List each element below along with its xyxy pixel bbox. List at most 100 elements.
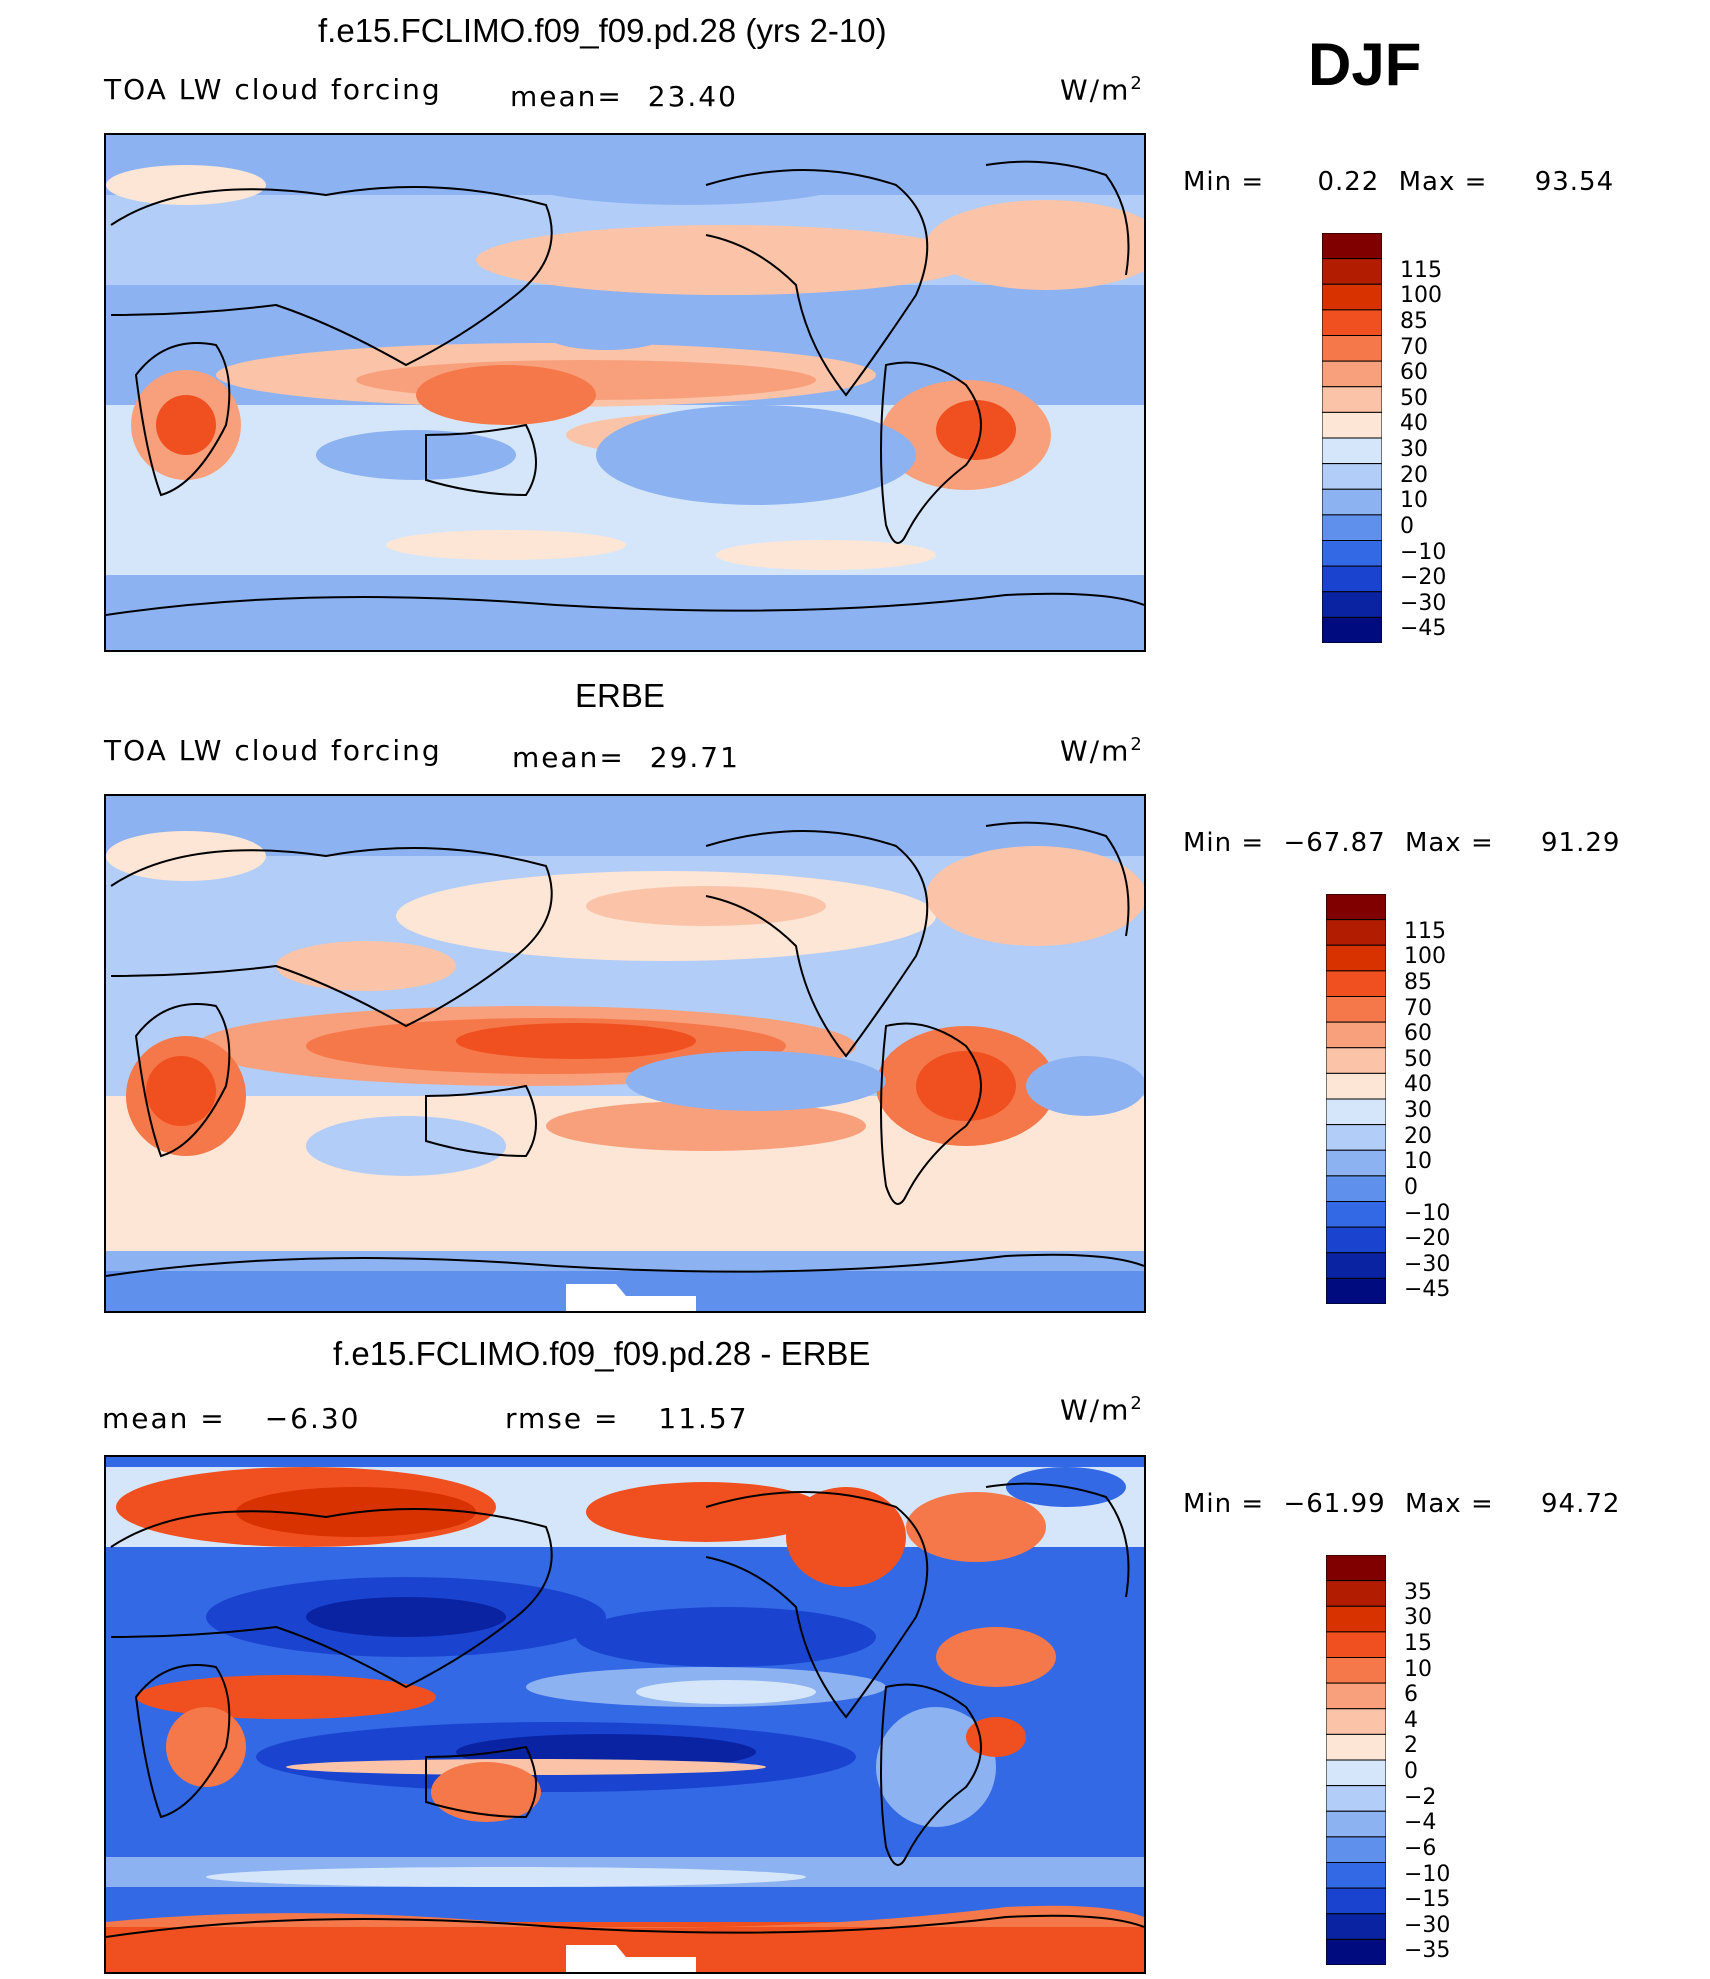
colorbar-tick-label: −10	[1404, 1861, 1451, 1887]
colorbar-swatch	[1325, 1682, 1387, 1710]
panel3-minmax: Min = −61.99 Max = 94.72	[1183, 1489, 1620, 1519]
colorbar-swatch	[1325, 1785, 1387, 1812]
colorbar-tick-label: −30	[1404, 1912, 1451, 1938]
colorbar-tick-label: 10	[1400, 488, 1428, 514]
colorbar-tick-label: −4	[1404, 1810, 1437, 1836]
colorbar-swatch	[1325, 1938, 1387, 1966]
colorbar-swatch	[1325, 1098, 1387, 1126]
panel2-mean: mean= 29.71	[512, 741, 740, 774]
colorbar-tick-label: 40	[1404, 1072, 1432, 1098]
colorbar-swatch	[1325, 1631, 1387, 1658]
colorbar-tick-label: −10	[1404, 1200, 1451, 1226]
colorbar-tick-label: 0	[1404, 1174, 1418, 1200]
colorbar-swatch	[1325, 1862, 1387, 1889]
colorbar-swatch	[1321, 309, 1383, 336]
colorbar-tick-label: 35	[1404, 1579, 1432, 1605]
colorbar-tick-label: 30	[1404, 1098, 1432, 1123]
colorbar-tick-label: −30	[1400, 590, 1447, 616]
panel1-minmax: Min = 0.22 Max = 93.54	[1183, 167, 1614, 197]
panel3-mean-label: mean =	[102, 1402, 226, 1435]
colorbar-tick-label: −45	[1404, 1277, 1451, 1303]
panel2-colorbar	[1325, 893, 1387, 1305]
colorbar-tick-label: −2	[1404, 1784, 1437, 1810]
colorbar-swatch	[1321, 514, 1383, 541]
panel2-min-value: −67.87	[1283, 828, 1386, 858]
colorbar-swatch	[1325, 944, 1387, 972]
colorbar-swatch	[1325, 1605, 1387, 1633]
panel3-rmse: rmse = 11.57	[505, 1402, 749, 1435]
colorbar-tick-label: −45	[1400, 616, 1447, 642]
colorbar-swatch	[1321, 565, 1383, 593]
colorbar-swatch	[1321, 488, 1383, 516]
colorbar-swatch	[1321, 386, 1383, 413]
panel3-rmse-value: 11.57	[658, 1402, 749, 1435]
panel1-left-label: TOA LW cloud forcing	[104, 73, 442, 106]
panel3-mean: mean = −6.30	[102, 1402, 361, 1435]
panel2-mean-value: 29.71	[649, 741, 740, 774]
panel2-title: ERBE	[575, 677, 665, 714]
colorbar-swatch	[1321, 258, 1383, 285]
colorbar-tick-label: 2	[1404, 1733, 1418, 1759]
colorbar-tick-label: 50	[1404, 1046, 1432, 1072]
colorbar-swatch	[1325, 996, 1387, 1023]
colorbar-tick-label: 70	[1400, 334, 1428, 360]
panel2-colorbar-svg	[1325, 893, 1387, 1305]
colorbar-tick-label: 40	[1400, 411, 1428, 437]
panel3-title: f.e15.FCLIMO.f09_f09.pd.28 - ERBE	[333, 1335, 871, 1372]
colorbar-tick-label: 60	[1400, 360, 1428, 386]
panel2-max-value: 91.29	[1541, 828, 1621, 858]
colorbar-tick-label: 4	[1404, 1707, 1418, 1733]
panel1-max-label: Max =	[1398, 167, 1488, 197]
colorbar-tick-label: −20	[1400, 565, 1447, 591]
colorbar-tick-label: 20	[1404, 1123, 1432, 1149]
colorbar-swatch	[1321, 591, 1383, 618]
colorbar-tick-label: 85	[1400, 308, 1428, 334]
colorbar-tick-label: 115	[1400, 257, 1442, 283]
colorbar-swatch	[1325, 1277, 1387, 1305]
colorbar-tick-label: 20	[1400, 462, 1428, 488]
colorbar-swatch	[1325, 1124, 1387, 1151]
panel3-max-label: Max =	[1404, 1489, 1494, 1519]
colorbar-swatch	[1325, 1759, 1387, 1787]
panel3-rmse-label: rmse =	[505, 1402, 620, 1435]
season-label: DJF	[1308, 31, 1422, 98]
panel3-colorbar	[1325, 1554, 1387, 1966]
panel2-left-label: TOA LW cloud forcing	[104, 734, 442, 767]
panel2-units-text: W/m	[1060, 734, 1131, 768]
panel1-mean: mean= 23.40	[510, 80, 738, 113]
panel1-mean-value: 23.40	[647, 80, 738, 113]
panel2-max-label: Max =	[1404, 828, 1494, 858]
panel3-max-value: 94.72	[1541, 1489, 1621, 1519]
colorbar-swatch	[1325, 1149, 1387, 1177]
panel1-map-svg	[106, 135, 1144, 650]
colorbar-swatch	[1325, 1554, 1387, 1582]
panel2-units: W/m2	[1060, 734, 1144, 767]
colorbar-tick-label: 85	[1404, 969, 1432, 995]
panel1-mean-label: mean=	[510, 80, 623, 113]
colorbar-tick-label: 60	[1404, 1021, 1432, 1047]
colorbar-swatch	[1325, 1580, 1387, 1607]
panel1-max-value: 93.54	[1534, 167, 1615, 197]
colorbar-tick-label: 100	[1404, 944, 1446, 970]
colorbar-swatch	[1325, 1047, 1387, 1074]
panel1-min-label: Min =	[1183, 167, 1265, 197]
colorbar-swatch	[1321, 232, 1383, 260]
colorbar-tick-label: −15	[1404, 1887, 1451, 1913]
panel1-colorbar	[1321, 232, 1383, 644]
colorbar-swatch	[1321, 616, 1383, 644]
colorbar-swatch	[1321, 411, 1383, 439]
panel3-min-label: Min =	[1183, 1489, 1265, 1519]
colorbar-swatch	[1325, 1836, 1387, 1863]
colorbar-swatch	[1325, 970, 1387, 997]
panel3-map-svg	[106, 1457, 1144, 1972]
panel2-min-label: Min =	[1183, 828, 1265, 858]
colorbar-swatch	[1325, 1201, 1387, 1228]
panel3-units-text: W/m	[1060, 1393, 1131, 1427]
colorbar-tick-label: 115	[1404, 918, 1446, 944]
colorbar-tick-label: −6	[1404, 1835, 1437, 1861]
colorbar-swatch	[1321, 283, 1383, 311]
colorbar-swatch	[1325, 1175, 1387, 1202]
colorbar-swatch	[1325, 1657, 1387, 1684]
panel3-units: W/m2	[1060, 1393, 1144, 1426]
colorbar-tick-label: 6	[1404, 1682, 1418, 1708]
